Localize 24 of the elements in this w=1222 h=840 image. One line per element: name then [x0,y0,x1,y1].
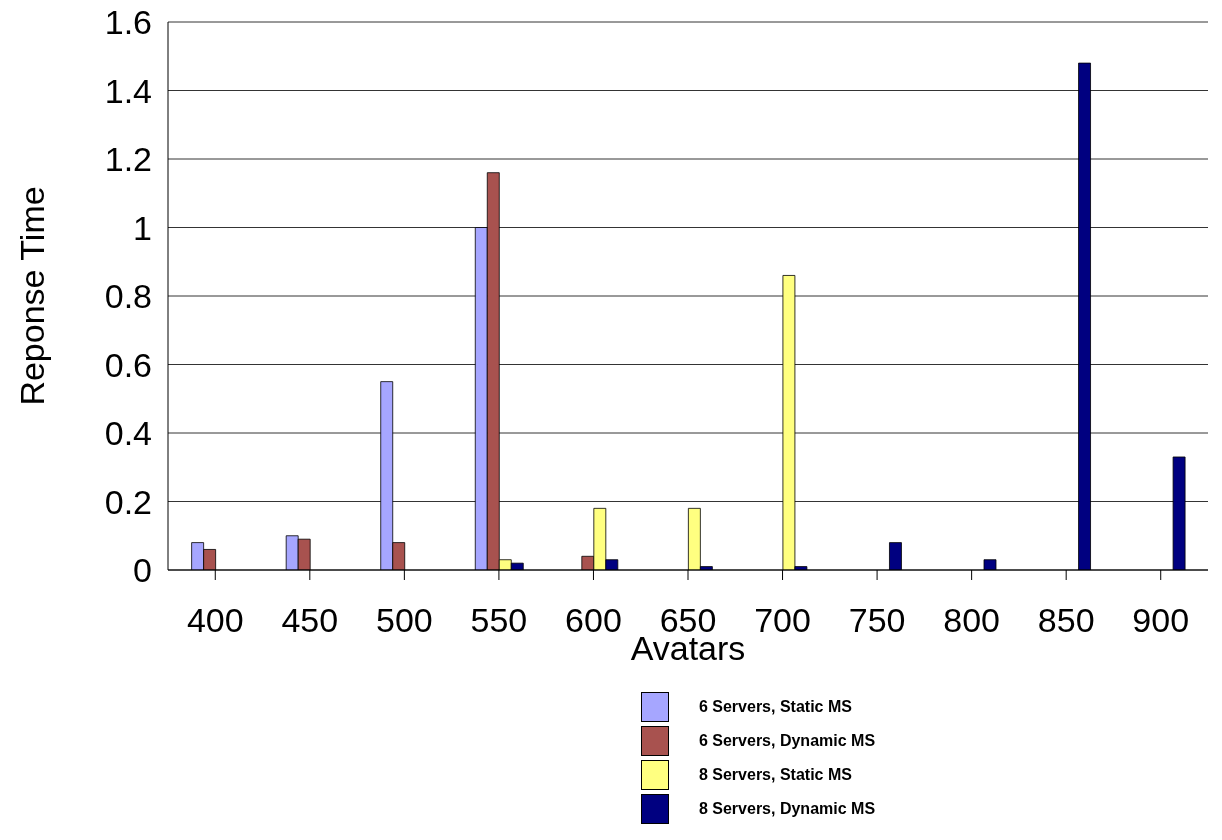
y-tick-label: 1.6 [104,3,152,42]
y-tick-label: 0 [133,551,152,590]
y-tick-label: 1 [133,208,152,247]
y-axis-title: Reponse Time [13,186,52,406]
y-tick-label: 1.2 [104,140,152,179]
x-tick-label: 600 [565,601,622,640]
x-tick-label: 500 [376,601,433,640]
legend-label: 8 Servers, Dynamic MS [698,800,876,818]
x-tick-label: 850 [1037,601,1095,640]
x-tick-label: 750 [848,601,906,640]
x-tick-label: 800 [943,601,1000,640]
x-tick-label: 700 [754,601,811,640]
x-tick-label: 900 [1132,601,1190,640]
x-tick-label: 400 [186,601,244,640]
y-tick-label: 0.4 [104,414,152,453]
legend-label: 6 Servers, Dynamic MS [698,732,876,750]
y-tick-label: 0.2 [104,482,152,521]
y-tick-label: 0.8 [104,277,152,316]
x-tick-label: 550 [470,601,528,640]
legend-label: 8 Servers, Static MS [698,766,852,784]
x-tick-label: 450 [281,601,339,640]
legend-label: 6 Servers, Static MS [698,698,852,716]
y-tick-label: 1.4 [104,71,152,110]
y-tick-label: 0.6 [104,345,152,384]
